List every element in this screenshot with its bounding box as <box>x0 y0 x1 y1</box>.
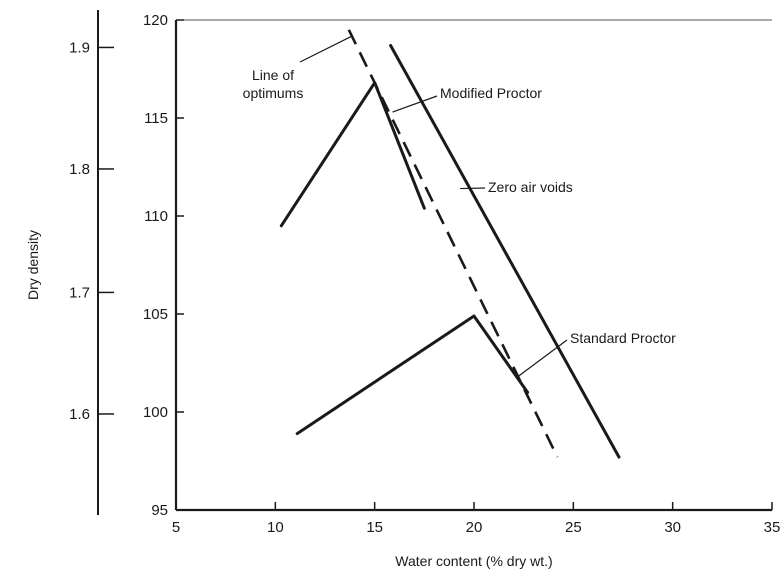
modified-proctor-line <box>279 81 426 228</box>
x-tick-label: 5 <box>172 519 180 536</box>
annotation-label: Line of <box>252 67 294 83</box>
y-tick-label: 100 <box>143 404 168 421</box>
line-of-optimums-line <box>347 29 559 458</box>
zero-air-voids-line <box>389 44 621 459</box>
annotation-label: Modified Proctor <box>440 85 542 101</box>
y-tick-label: 95 <box>151 502 168 519</box>
annotation-leader-line <box>299 35 354 63</box>
x-tick-label: 20 <box>466 519 483 536</box>
y-tick-label: 110 <box>144 208 168 225</box>
secondary-y-tick-label: 1.7 <box>69 284 90 301</box>
y-tick-label: 120 <box>143 12 168 29</box>
annotation-label: Standard Proctor <box>570 330 676 346</box>
y-tick-label: 115 <box>144 110 168 127</box>
standard-proctor-line <box>295 314 530 436</box>
annotations-group: Line of optimums Modified Proctor Zero air … <box>243 35 676 378</box>
annotation-leader-line <box>517 339 568 378</box>
axes: 5 10 15 20 25 30 35 95 100 105 110 115 120 1.9 1.8 1.7 1… <box>25 10 780 569</box>
y-tick-label: 105 <box>143 306 168 323</box>
annotation-leader-line <box>392 95 438 113</box>
series-group <box>279 29 621 459</box>
secondary-y-tick-label: 1.9 <box>69 39 90 56</box>
x-axis-title: Water content (% dry wt.) <box>395 553 552 569</box>
x-tick-label: 30 <box>664 519 681 536</box>
x-tick-label: 15 <box>366 519 383 536</box>
y-axis-title: Dry density <box>25 230 41 300</box>
x-tick-label: 35 <box>764 519 781 536</box>
annotation-leader-line <box>460 187 486 190</box>
secondary-y-tick-label: 1.6 <box>69 406 90 423</box>
annotation-label: Zero air voids <box>488 179 573 195</box>
secondary-y-tick-label: 1.8 <box>69 161 90 178</box>
annotation-label: optimums <box>243 85 304 101</box>
x-tick-label: 25 <box>565 519 582 536</box>
x-tick-label: 10 <box>267 519 284 536</box>
